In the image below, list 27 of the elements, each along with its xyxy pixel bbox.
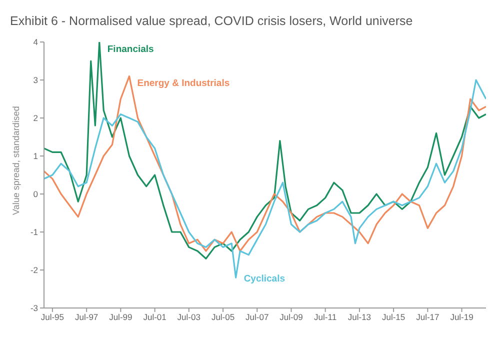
- y-tick-label: -3: [30, 303, 38, 314]
- x-tick-label: Jul-15: [382, 312, 406, 322]
- series-label: Cyclicals: [244, 274, 286, 285]
- x-tick-label: Jul-03: [177, 312, 201, 322]
- line-series: [44, 42, 486, 260]
- y-tick-label: 2: [33, 113, 38, 124]
- x-tick-label: Jul-01: [143, 312, 167, 322]
- y-axis-title: Value spread, standardised: [11, 106, 22, 215]
- x-tick-label: Jul-09: [280, 312, 304, 322]
- x-tick-label: Jul-97: [75, 312, 98, 322]
- series-label: Financials: [107, 44, 154, 55]
- y-tick-label: 4: [33, 37, 38, 48]
- x-tick-label: Jul-05: [211, 312, 235, 322]
- x-tick-label: Jul-13: [348, 312, 372, 322]
- y-tick-label: 1: [33, 151, 38, 162]
- y-tick-label: 3: [33, 75, 38, 86]
- y-tick-label: -2: [30, 265, 38, 276]
- y-tick-label: 0: [33, 189, 38, 200]
- x-tick-label: Jul-99: [109, 312, 133, 322]
- x-tick-label: Jul-17: [416, 312, 440, 322]
- x-tick-label: Jul-07: [246, 312, 269, 322]
- series-label: Energy & Industrials: [137, 78, 230, 90]
- x-tick-label: Jul-11: [314, 312, 337, 322]
- y-tick-label: -1: [30, 227, 38, 238]
- x-tick-label: Jul-95: [40, 312, 64, 322]
- chart-title: Exhibit 6 - Normalised value spread, COVID crisis losers, World universe: [10, 14, 414, 28]
- x-tick-label: Jul-19: [450, 312, 474, 322]
